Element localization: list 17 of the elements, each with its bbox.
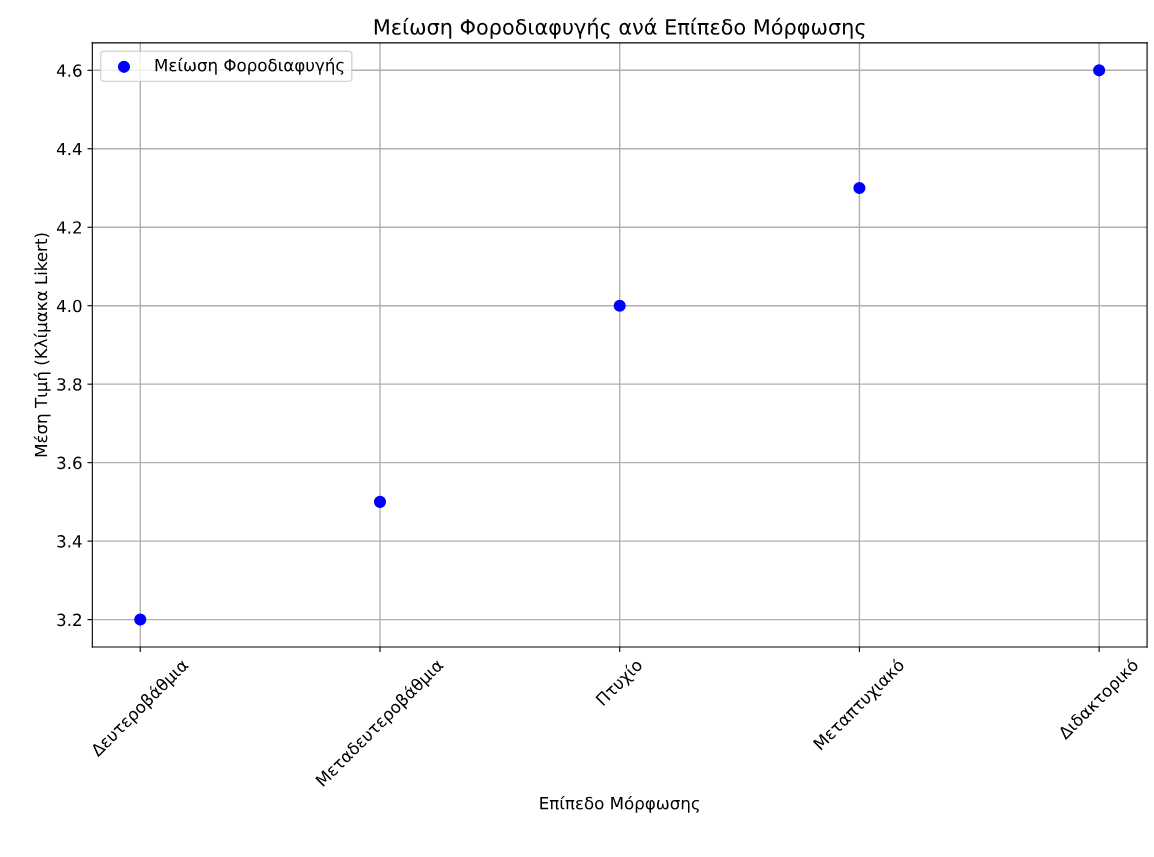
point [1093,64,1106,77]
y-tick-label: 4.4 [56,142,82,156]
legend-label: Μείωση Φοροδιαφυγής [155,57,344,75]
x-axis-title: Επίπεδο Μόρφωσης [540,795,700,813]
y-tick-label: 4.6 [56,64,82,77]
y-tick-label: 3.8 [57,378,82,391]
y-axis-title: Μέση Τιμή (Κλίμακα Likert) [33,233,51,457]
y-tick-label: 4.0 [56,299,82,313]
y-tick-label: 3.2 [57,613,81,627]
point [613,299,626,312]
chart-title: Μείωση Φοροδιαφυγής ανά Επίπεδο Μόρφωσης [374,17,865,39]
y-tick-label: 4.2 [56,221,81,234]
y-tick-label: 3.6 [57,456,82,470]
point [134,613,147,626]
point [853,181,866,195]
y-tick-label: 3.4 [57,535,82,548]
point [373,495,387,508]
